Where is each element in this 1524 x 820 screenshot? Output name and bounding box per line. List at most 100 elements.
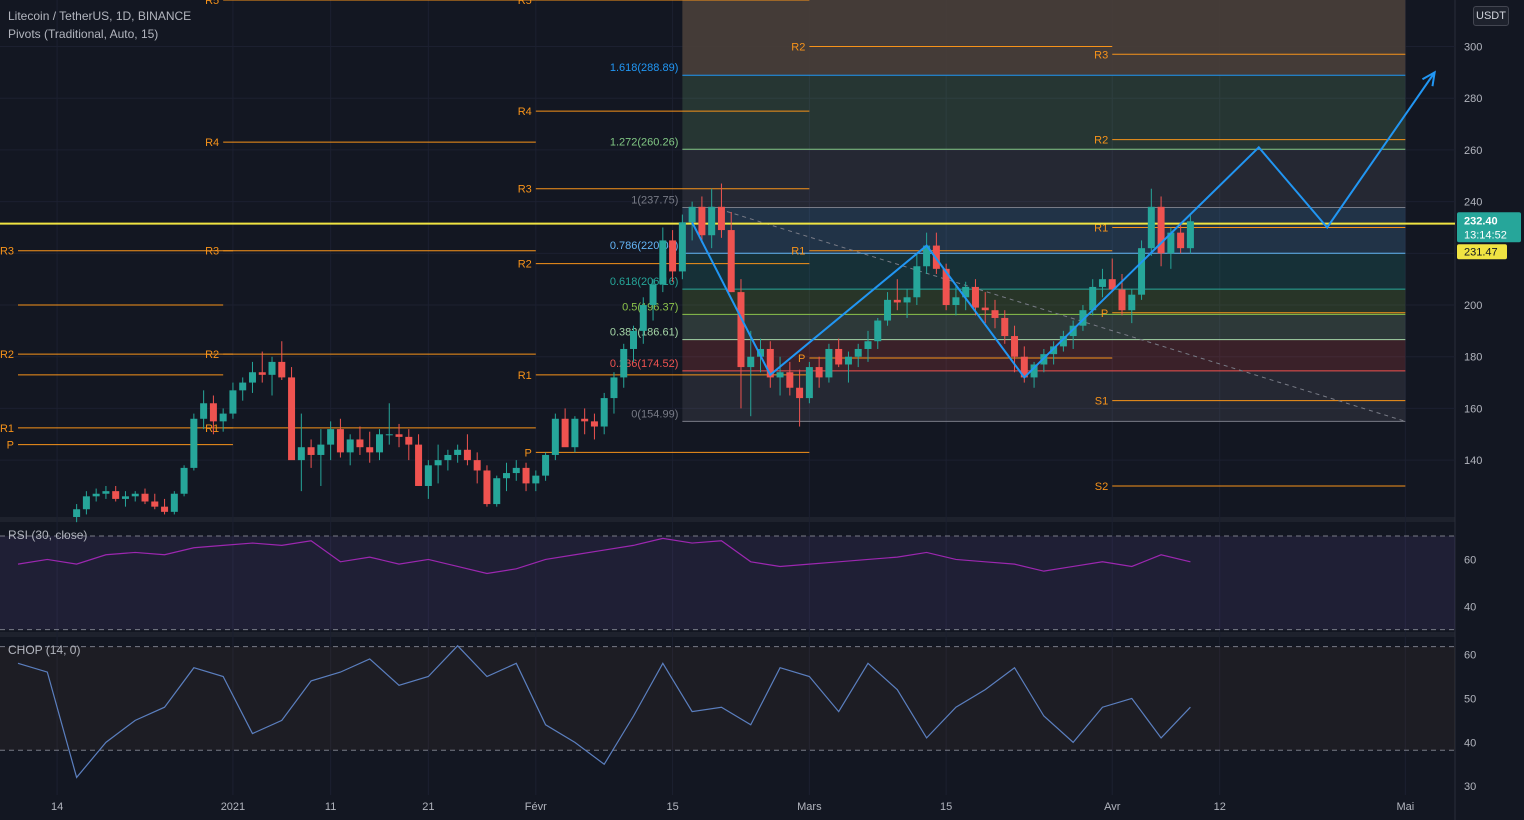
fib-zone xyxy=(682,75,1406,150)
candle-body xyxy=(268,361,276,375)
candle-body xyxy=(551,418,559,455)
chop-tick-label: 30 xyxy=(1464,781,1476,793)
pivot-label: R3 xyxy=(0,246,14,258)
fib-level-label: 0(154.99) xyxy=(631,408,678,420)
fib-level-label: 0.618(206.16) xyxy=(610,276,679,288)
chop-line xyxy=(17,644,1191,779)
candle-body xyxy=(571,418,579,448)
price-tick-label: 200 xyxy=(1464,300,1482,312)
candle-body xyxy=(1089,286,1097,311)
candle-body xyxy=(727,230,735,293)
candle-body xyxy=(239,382,247,391)
candle-body xyxy=(493,478,501,505)
candle-body xyxy=(415,444,423,486)
chop-legend[interactable]: CHOP (14, 0) xyxy=(8,643,81,657)
candle-body xyxy=(639,305,647,331)
pivot-label: R3 xyxy=(1094,49,1108,61)
candle-body xyxy=(893,299,901,303)
candle-body xyxy=(151,501,159,507)
candle-body xyxy=(532,475,540,484)
candle-body xyxy=(688,206,696,223)
candle-body xyxy=(1108,279,1116,290)
candle-body xyxy=(659,240,667,285)
price-tick-label: 240 xyxy=(1464,197,1482,209)
price-axis[interactable]: 1401601802002202402602803004060304050602… xyxy=(1457,42,1521,794)
alt-price-badge xyxy=(1457,244,1507,260)
chop-pane xyxy=(0,644,1455,779)
fib-zone xyxy=(682,314,1406,340)
candle-body xyxy=(434,460,442,466)
time-axis[interactable]: 1420211121Févr15Mars15Avr12Mai17 xyxy=(51,801,1524,813)
pivot-label: P xyxy=(798,353,805,365)
pivot-label: S1 xyxy=(1095,396,1108,408)
candle-body xyxy=(141,493,149,502)
alt-price-label: 231.47 xyxy=(1464,246,1498,258)
candle-body xyxy=(776,372,784,378)
rsi-tick-label: 60 xyxy=(1464,554,1476,566)
candle-body xyxy=(923,245,931,267)
currency-button[interactable]: USDT xyxy=(1473,6,1509,26)
last-price-badge xyxy=(1457,212,1521,243)
candle-body xyxy=(385,434,393,436)
chop-band xyxy=(0,646,1455,751)
time-tick-label: 21 xyxy=(422,801,434,813)
candle-body xyxy=(757,348,765,357)
candle-body xyxy=(913,266,921,298)
candle-body xyxy=(805,367,813,399)
candle-body xyxy=(952,297,960,306)
pivot-label: S2 xyxy=(1095,481,1108,493)
candle-body xyxy=(717,206,725,231)
pivot-label: R2 xyxy=(791,42,805,54)
price-axis-background xyxy=(1455,0,1524,820)
fib-level-label: 0.5(196.37) xyxy=(622,301,678,313)
candle-body xyxy=(1157,206,1165,254)
pivots-legend[interactable]: Pivots (Traditional, Auto, 15) xyxy=(8,27,159,41)
candle-body xyxy=(942,268,950,306)
candle-body xyxy=(1118,289,1126,311)
symbol-legend[interactable]: Litecoin / TetherUS, 1D, BINANCE xyxy=(8,9,192,23)
projected-pattern xyxy=(691,70,1436,379)
candle-body xyxy=(190,418,198,468)
time-tick-label: Mars xyxy=(797,801,822,813)
candle-body xyxy=(991,310,999,318)
candle-body xyxy=(1030,364,1038,378)
time-tick-label: 15 xyxy=(940,801,952,813)
pane-separator xyxy=(0,632,1455,637)
candle-body xyxy=(630,330,638,349)
pivot-label: R1 xyxy=(0,423,14,435)
candle-body xyxy=(112,491,120,499)
candle-body xyxy=(844,356,852,365)
candle-body xyxy=(219,413,227,422)
candlestick-series xyxy=(73,183,1194,523)
price-tick-label: 180 xyxy=(1464,352,1482,364)
candle-body xyxy=(864,341,872,349)
rsi-legend[interactable]: RSI (30, close) xyxy=(8,528,88,542)
candle-body xyxy=(288,377,296,461)
candle-body xyxy=(981,307,989,311)
dashed-trendline xyxy=(0,206,1455,422)
candle-body xyxy=(542,454,550,476)
chop-tick-label: 40 xyxy=(1464,737,1476,749)
candle-body xyxy=(180,467,188,494)
time-tick-label: 12 xyxy=(1214,801,1226,813)
candle-body xyxy=(600,398,608,427)
candle-body xyxy=(336,429,344,453)
pivot-label: R2 xyxy=(0,349,14,361)
candle-body xyxy=(884,299,892,321)
candle-body xyxy=(405,436,413,445)
fib-level-label: 0.786(220.04) xyxy=(610,240,679,252)
candle-body xyxy=(170,493,178,512)
candle-body xyxy=(590,421,598,427)
rsi-tick-label: 40 xyxy=(1464,601,1476,613)
pivot-label: R2 xyxy=(1094,135,1108,147)
time-tick-label: 2021 xyxy=(221,801,245,813)
pane-separator xyxy=(0,517,1455,522)
candle-body xyxy=(356,439,364,448)
rsi-band xyxy=(0,536,1455,630)
candle-body xyxy=(1059,336,1067,347)
candle-body xyxy=(327,429,335,445)
grid xyxy=(0,0,1455,795)
candle-body xyxy=(1069,325,1077,337)
fib-zone xyxy=(682,289,1406,315)
candle-body xyxy=(1147,206,1155,249)
